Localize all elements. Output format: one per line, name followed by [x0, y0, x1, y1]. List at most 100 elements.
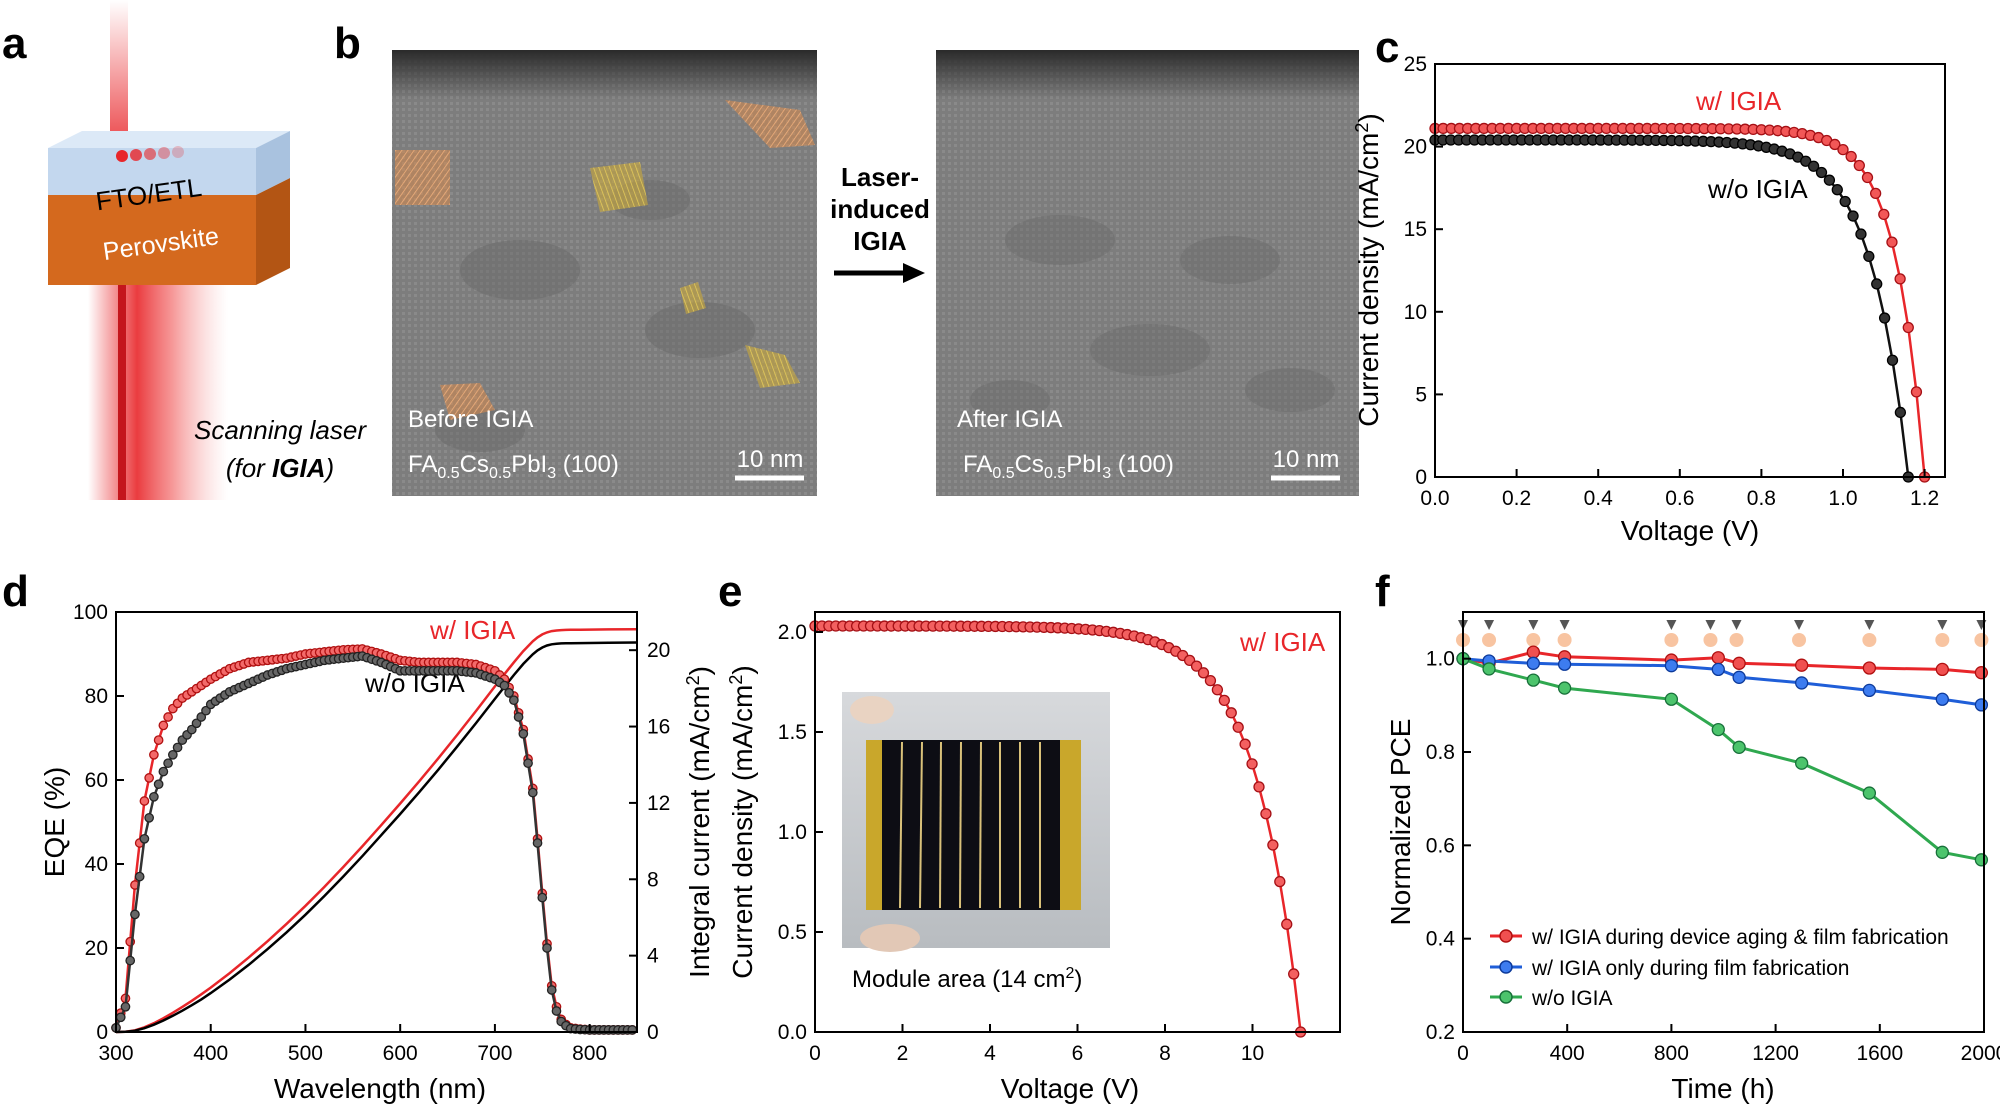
- e-point: [1281, 918, 1293, 930]
- c-point: [1845, 150, 1857, 163]
- d-point: [158, 766, 169, 777]
- for-igia-caption: (for IGIA): [226, 453, 334, 483]
- d-point: [120, 1001, 131, 1012]
- f-point: [1795, 756, 1809, 770]
- d-axes-frame: [115, 611, 638, 1033]
- f-point: [1664, 659, 1679, 673]
- d-point: [134, 871, 145, 882]
- y-right-tick-label: 8: [647, 868, 659, 891]
- d-point: [144, 812, 155, 823]
- e-point: [1239, 738, 1251, 750]
- c-data: [1429, 122, 1931, 483]
- e-point: [1260, 808, 1272, 820]
- f-point: [1711, 651, 1725, 665]
- d-point: [186, 724, 197, 735]
- f-point: [1795, 658, 1809, 672]
- laser-burst-icon: [1526, 633, 1541, 647]
- f-legend-label-1: w/ IGIA during device aging & film fabri…: [1531, 926, 1949, 949]
- x-tick-label: 4: [984, 1042, 996, 1065]
- d-xlabel: Wavelength (nm): [274, 1073, 486, 1104]
- f-point: [1557, 681, 1572, 695]
- c-point: [1878, 208, 1890, 221]
- d-point: [499, 680, 510, 691]
- e-ylabel: Current density (mA/cm2): [726, 665, 758, 978]
- c-series-line: [1435, 127, 1926, 478]
- y-right-tick-label: 12: [647, 792, 670, 815]
- laser-burst-icon: [1557, 633, 1572, 647]
- x-tick-label: 0.8: [1747, 487, 1776, 510]
- f-ylabel: Normalized PCE: [1385, 719, 1416, 926]
- d-point: [153, 735, 164, 745]
- x-tick-label: 1200: [1752, 1042, 1799, 1065]
- y-tick-label: 100: [73, 601, 108, 624]
- d-point: [149, 791, 159, 802]
- x-tick-label: 400: [1550, 1042, 1585, 1065]
- c-legend-wo: w/o IGIA: [1707, 174, 1808, 204]
- panel-d: d w/ IGIA w/o IGIA 300 400 500 600 700 800020…: [2, 567, 715, 1104]
- c-ticks: 0.0 0.2 0.4 0.6 0.8 1.0 1.2 0 5 10 15 20 25: [1404, 53, 1940, 510]
- x-tick-label: 0.4: [1584, 487, 1614, 510]
- d-point: [191, 718, 202, 729]
- c-point: [1910, 386, 1923, 398]
- x-tick-label: 8: [1159, 1042, 1171, 1065]
- f-point: [1526, 656, 1540, 670]
- x-tick-label: 6: [1072, 1042, 1084, 1065]
- d-point: [523, 758, 533, 769]
- laser-burst-icon: [1974, 633, 1989, 647]
- c-point: [1871, 278, 1883, 290]
- c-point: [1807, 160, 1820, 172]
- laser-spots: [116, 146, 184, 162]
- c-point: [1869, 187, 1882, 200]
- c-point: [1815, 166, 1828, 179]
- c-point: [1894, 406, 1907, 419]
- perovskite-front: [48, 195, 256, 285]
- c-point: [1853, 159, 1865, 172]
- f-point: [1974, 698, 1989, 712]
- panel-a: a FTO/ETL Perovskite Scanning laser (for…: [2, 0, 367, 500]
- after-formula: FA0.5Cs0.5PbI3 (100): [963, 451, 1174, 482]
- c-xlabel: Voltage (V): [1621, 515, 1760, 546]
- laser-core: [118, 275, 126, 500]
- y-tick-label: 40: [85, 853, 108, 876]
- d-point: [130, 909, 140, 920]
- y-right-tick-label: 20: [647, 639, 670, 662]
- x-tick-label: 300: [98, 1042, 133, 1065]
- y-tick-label: 1.0: [778, 821, 807, 844]
- fto-front: [48, 148, 256, 195]
- d-eqe-line: [114, 654, 637, 1032]
- x-tick-label: 10: [1241, 1042, 1264, 1065]
- panel-letter-f: f: [1375, 567, 1390, 616]
- e-point: [1253, 781, 1265, 793]
- c-point: [1800, 155, 1812, 167]
- laser-beam-bottom: [88, 275, 228, 500]
- y-tick-label: 1.5: [778, 721, 807, 744]
- laser-head-icon: [1484, 620, 1495, 630]
- d-point: [551, 1006, 562, 1016]
- x-tick-label: 600: [383, 1042, 418, 1065]
- d-point: [518, 728, 529, 739]
- x-tick-label: 0.0: [1420, 487, 1449, 510]
- e-point: [1218, 694, 1230, 707]
- c-point: [1878, 312, 1891, 324]
- d-point: [532, 838, 543, 848]
- f-data: [1456, 645, 1989, 867]
- c-point: [1861, 171, 1874, 184]
- f-point: [1795, 676, 1809, 690]
- f-point: [1732, 656, 1746, 670]
- laser-burst-icon: [1792, 633, 1807, 647]
- module-photo: [842, 692, 1110, 952]
- d-integral-line: [115, 627, 638, 1034]
- y-tick-label: 80: [85, 685, 108, 708]
- d-point: [115, 1012, 126, 1023]
- f-point: [1664, 692, 1679, 706]
- y-tick-label: 0.8: [1426, 741, 1455, 764]
- d-point: [172, 742, 183, 753]
- x-tick-label: 700: [477, 1042, 512, 1065]
- y-tick-label: 2.0: [778, 621, 807, 644]
- f-series-line: [1462, 657, 1982, 862]
- c-axes-frame: [1434, 63, 1946, 478]
- laser-head-icon: [1666, 620, 1677, 630]
- d-point: [153, 779, 164, 790]
